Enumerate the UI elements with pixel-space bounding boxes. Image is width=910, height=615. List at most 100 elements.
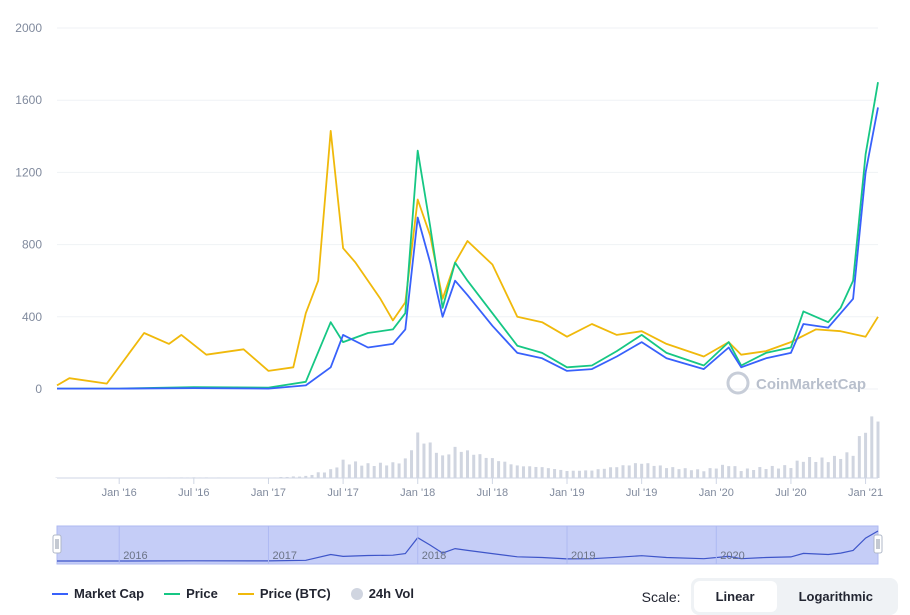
volume-bar bbox=[876, 421, 880, 478]
volume-bar bbox=[739, 471, 743, 478]
volume-bar bbox=[689, 470, 693, 478]
legend-label: 24h Vol bbox=[368, 586, 414, 601]
navigator-right-handle[interactable] bbox=[873, 534, 883, 554]
price-chart: 2000 1600 1200 800 400 0 CoinMarketCap Jan '1… bbox=[15, 21, 883, 565]
volume-bar bbox=[453, 446, 457, 478]
price-btc-swatch bbox=[237, 592, 254, 595]
volume-bar bbox=[770, 465, 774, 478]
legend: Market Cap Price Price (BTC) 24h Vol bbox=[52, 586, 414, 601]
volume-bar bbox=[329, 469, 333, 478]
y-tick-label: 400 bbox=[22, 310, 42, 324]
y-tick-label: 800 bbox=[22, 238, 42, 252]
volume-bar bbox=[864, 432, 868, 478]
volume-bar bbox=[310, 474, 314, 478]
series-lines bbox=[56, 82, 879, 390]
volume-bar bbox=[646, 463, 650, 478]
series-line-price bbox=[57, 82, 879, 390]
volume-bar bbox=[378, 462, 382, 478]
x-tick-label: Jan '16 bbox=[102, 487, 137, 499]
volume-bar bbox=[490, 458, 494, 478]
legend-label: Price bbox=[186, 586, 218, 601]
logarithmic-button[interactable]: Logarithmic bbox=[777, 581, 895, 612]
volume-bar bbox=[764, 469, 768, 478]
volume-bar bbox=[559, 469, 563, 478]
volume-bar bbox=[745, 468, 749, 478]
volume-bar bbox=[857, 436, 861, 478]
volume-bar bbox=[721, 464, 725, 478]
navigator-series-line bbox=[57, 530, 879, 562]
volume-bar bbox=[609, 467, 613, 478]
y-tick-label: 1600 bbox=[15, 93, 42, 107]
volume-bar bbox=[515, 465, 519, 478]
volume-bar bbox=[665, 468, 669, 478]
volume-bar bbox=[714, 468, 718, 478]
volume-bar bbox=[733, 466, 737, 478]
volume-bar bbox=[584, 470, 588, 478]
volume-bar bbox=[839, 458, 843, 478]
volume-bar bbox=[316, 472, 320, 478]
volume-bar bbox=[627, 465, 631, 478]
volume-bar bbox=[671, 467, 675, 478]
legend-volume[interactable]: 24h Vol bbox=[350, 586, 414, 601]
volume-bar bbox=[410, 450, 414, 478]
volume-bar bbox=[503, 461, 507, 478]
coinmarketcap-logo-icon bbox=[726, 371, 750, 395]
navigator[interactable]: 2016 2017 2018 2019 2020 bbox=[52, 525, 883, 565]
volume-bar bbox=[466, 450, 469, 478]
volume-bar bbox=[640, 463, 644, 478]
volume-bar bbox=[776, 468, 780, 478]
scale-toggle: Linear Logarithmic bbox=[690, 578, 898, 615]
volume-bar bbox=[832, 455, 836, 478]
volume-bar bbox=[633, 463, 637, 478]
x-tick-label: Jul '16 bbox=[178, 487, 209, 499]
volume-bar bbox=[497, 461, 501, 478]
volume-bar bbox=[521, 466, 525, 478]
volume-bar bbox=[621, 465, 625, 478]
volume-bar bbox=[752, 470, 756, 478]
volume-bar bbox=[801, 461, 805, 478]
volume-bar bbox=[677, 469, 681, 478]
volume-bar bbox=[391, 462, 395, 478]
legend-label: Market Cap bbox=[74, 586, 145, 601]
watermark-text: CoinMarketCap bbox=[756, 376, 866, 393]
volume-bar bbox=[808, 457, 812, 478]
volume-bar bbox=[845, 452, 849, 478]
volume-bar bbox=[540, 467, 544, 478]
legend-label: Price (BTC) bbox=[259, 586, 331, 601]
volume-swatch bbox=[350, 587, 363, 600]
navigator-left-handle[interactable] bbox=[52, 534, 62, 554]
volume-bar bbox=[683, 468, 687, 478]
volume-bar bbox=[826, 462, 830, 478]
y-tick-label: 0 bbox=[35, 382, 42, 396]
volume-bar bbox=[528, 466, 532, 478]
navigator-window[interactable] bbox=[56, 525, 879, 565]
volume-bar bbox=[478, 454, 482, 478]
series-line-market-cap bbox=[57, 107, 879, 390]
volume-bar bbox=[291, 476, 295, 478]
coinmarketcap-watermark: CoinMarketCap bbox=[726, 371, 866, 395]
volume-bar bbox=[447, 454, 451, 478]
volume-bar bbox=[366, 463, 370, 478]
volume-bar bbox=[696, 469, 700, 478]
volume-bar bbox=[652, 465, 656, 478]
volume-bar bbox=[298, 476, 302, 478]
x-tick-label: Jul '17 bbox=[327, 487, 358, 499]
price-swatch bbox=[164, 592, 181, 595]
y-tick-label: 2000 bbox=[15, 21, 42, 35]
x-tick-label: Jan '21 bbox=[848, 487, 883, 499]
volume-bar bbox=[870, 416, 874, 478]
volume-bar bbox=[285, 476, 289, 478]
volume-bar bbox=[279, 476, 283, 478]
volume-bar bbox=[403, 458, 407, 478]
legend-market-cap[interactable]: Market Cap bbox=[52, 586, 144, 601]
volume-bar bbox=[360, 465, 364, 478]
volume-bar bbox=[434, 452, 438, 478]
volume-bar bbox=[428, 442, 432, 478]
legend-price[interactable]: Price bbox=[164, 586, 218, 601]
volume-bar bbox=[472, 454, 476, 478]
volume-bar bbox=[385, 465, 389, 478]
legend-price-btc[interactable]: Price (BTC) bbox=[237, 586, 331, 601]
x-tick-label: Jul '18 bbox=[477, 487, 508, 499]
linear-button[interactable]: Linear bbox=[693, 581, 777, 612]
volume-bar bbox=[577, 470, 581, 478]
